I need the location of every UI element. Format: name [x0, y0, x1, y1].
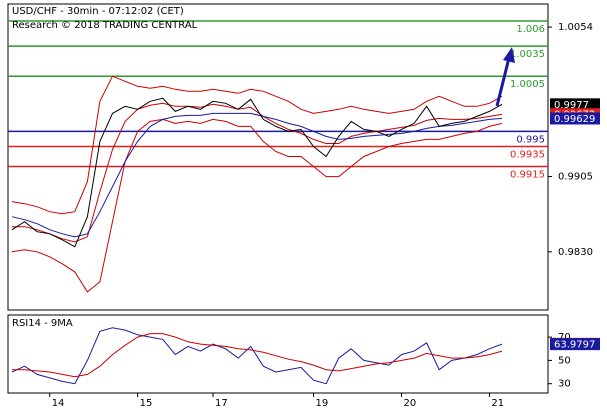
y-tick-label: 0.9830 — [558, 247, 593, 258]
level-label: 0.9935 — [510, 149, 545, 160]
series-line — [11, 118, 503, 293]
x-tick-label: 19 — [316, 398, 329, 409]
series-line — [11, 97, 503, 248]
series-line — [12, 102, 503, 243]
level-label: 0.995 — [516, 134, 545, 145]
series-line — [12, 333, 503, 378]
rsi-title: RSI14 - 9MA — [12, 318, 73, 329]
y-tick-label: 50 — [558, 355, 571, 366]
price-panel — [7, 3, 549, 311]
level-label: 1.0005 — [510, 79, 545, 90]
y-tick-label: 0.9905 — [558, 172, 593, 183]
level-label: 1.0035 — [510, 49, 545, 60]
level-label: 1.006 — [516, 24, 545, 35]
x-tick-label: 20 — [403, 398, 416, 409]
rsi-panel — [7, 314, 549, 394]
x-tick-label: 21 — [491, 398, 504, 409]
x-tick-label: 17 — [215, 398, 228, 409]
series-line — [11, 75, 503, 215]
forecast-arrow — [495, 57, 511, 107]
price-box — [550, 338, 600, 351]
chart-subtitle: Research © 2018 TRADING CENTRAL — [12, 20, 198, 31]
price-box — [550, 112, 600, 125]
level-label: 0.9915 — [510, 170, 545, 181]
y-tick-label: 30 — [558, 379, 571, 390]
y-tick-label: 70 — [558, 332, 571, 343]
price-box-label: 0.9977 — [554, 100, 589, 111]
price-box-label: 0.99629 — [554, 114, 595, 125]
arrow-head — [503, 47, 515, 63]
series-line — [11, 112, 503, 238]
series-line — [11, 327, 503, 385]
price-box-label: 63.9797 — [554, 340, 595, 351]
y-tick-label: 1.0054 — [558, 22, 593, 33]
x-tick-label: 14 — [52, 398, 65, 409]
chart-title: USD/CHF - 30min - 07:12:02 (CET) — [12, 6, 184, 17]
price-box — [550, 98, 600, 111]
x-tick-label: 15 — [140, 398, 153, 409]
